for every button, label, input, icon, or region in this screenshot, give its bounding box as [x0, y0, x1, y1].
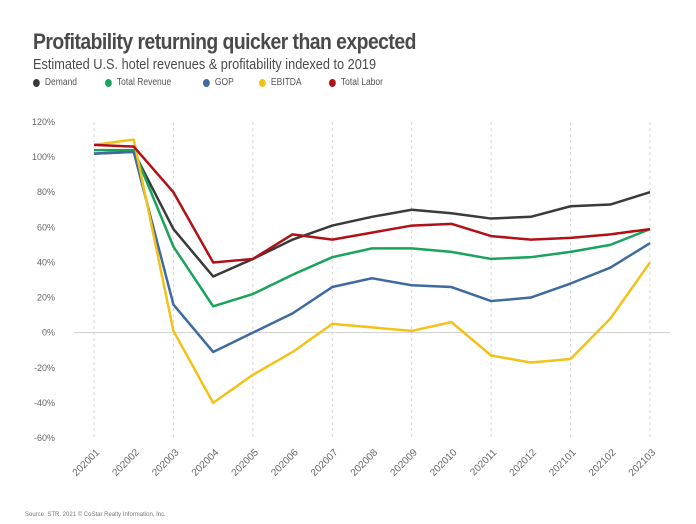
- series-line-total-labor: [93, 143, 651, 264]
- y-tick-label: 120%: [32, 117, 55, 127]
- legend-marker: [33, 78, 40, 87]
- y-tick-label: 20%: [37, 293, 55, 303]
- x-tick-label: 202101: [547, 447, 579, 479]
- x-tick-label: 202008: [349, 447, 381, 479]
- series-line-demand: [93, 150, 651, 278]
- legend-label: Total Labor: [341, 77, 384, 88]
- y-tick-label: 60%: [37, 222, 55, 232]
- y-tick-label: -20%: [34, 363, 55, 373]
- y-tick-label: 80%: [37, 187, 55, 197]
- y-tick-label: 100%: [32, 152, 55, 162]
- legend-label: GOP: [214, 77, 234, 88]
- legend-item: Demand: [33, 77, 77, 88]
- legend-marker: [329, 78, 336, 87]
- chart-title: Profitability returning quicker than exp…: [33, 29, 416, 54]
- series-line-total-revenue: [94, 148, 651, 308]
- series-line-ebitda: [93, 138, 652, 405]
- x-tick-label: 202102: [587, 447, 619, 479]
- legend-label: Total Revenue: [116, 77, 172, 88]
- legend-item: Total Revenue: [104, 77, 172, 88]
- source-note: Source: STR. 2021 © CoStar Realty Inform…: [25, 512, 166, 518]
- legend-item: Total Labor: [329, 77, 383, 88]
- x-tick-label: 202001: [71, 447, 103, 479]
- y-tick-label: 40%: [37, 257, 55, 267]
- legend-label: EBITDA: [270, 77, 302, 88]
- chart-subtitle: Estimated U.S. hotel revenues & profitab…: [33, 56, 377, 73]
- x-tick-label: 202007: [309, 447, 341, 479]
- x-tick-label: 202003: [150, 447, 182, 479]
- x-tick-label: 202011: [468, 447, 499, 478]
- legend-label: Demand: [44, 77, 78, 88]
- x-tick-label: 202010: [428, 447, 460, 479]
- legend-item: GOP: [202, 77, 234, 88]
- legend-item: EBITDA: [258, 77, 302, 88]
- y-tick-label: -60%: [34, 433, 55, 443]
- series-line-gop: [93, 150, 651, 354]
- x-tick-label: 202005: [230, 447, 262, 479]
- x-tick-label: 202009: [388, 447, 420, 479]
- y-tick-label: -40%: [34, 398, 55, 408]
- x-tick-label: 202103: [627, 447, 659, 479]
- y-tick-label: 0%: [42, 328, 55, 338]
- legend-marker: [104, 78, 112, 87]
- legend: Demand Total Revenue GOP EBITDA Total Labor: [33, 77, 413, 88]
- legend-marker: [202, 78, 210, 87]
- x-tick-label: 202012: [508, 447, 540, 479]
- x-tick-label: 202004: [190, 447, 222, 479]
- x-tick-label: 202002: [110, 447, 142, 479]
- legend-marker: [258, 78, 266, 87]
- x-tick-label: 202006: [269, 447, 301, 479]
